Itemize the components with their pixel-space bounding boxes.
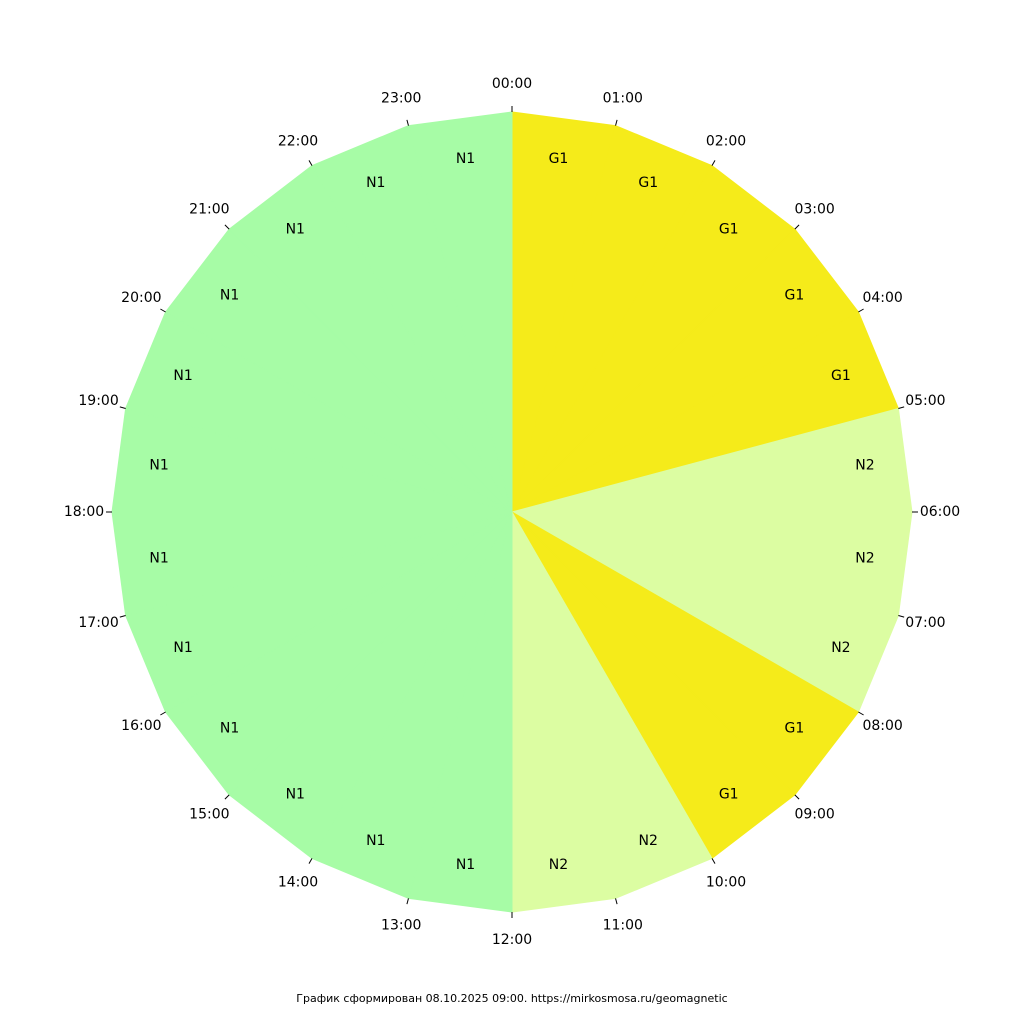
hour-tick [615, 898, 618, 905]
sector-23 [407, 111, 513, 513]
hour-tick [406, 119, 409, 126]
sector-level-label: N1 [456, 151, 475, 167]
hour-label: 17:00 [78, 615, 118, 631]
sector-level-label: N1 [149, 550, 168, 566]
hour-label: 20:00 [121, 290, 161, 306]
sector-level-label: N1 [456, 857, 475, 873]
hour-label: 13:00 [381, 917, 421, 933]
hour-tick [711, 858, 716, 864]
sector-level-label: N1 [173, 640, 192, 656]
hour-label: 00:00 [492, 76, 532, 92]
hour-label: 03:00 [794, 201, 834, 217]
sector-level-label: N1 [366, 175, 385, 191]
hour-label: 22:00 [278, 133, 318, 149]
hour-label: 12:00 [492, 932, 532, 948]
hour-label: 04:00 [862, 290, 902, 306]
sector-level-label: N2 [855, 458, 874, 474]
sector-level-label: N2 [831, 640, 850, 656]
sector-level-label: N1 [173, 368, 192, 384]
hour-tick [119, 406, 126, 409]
sector-level-label: N1 [220, 721, 239, 737]
hour-tick [794, 224, 800, 230]
sector-level-label: N1 [220, 287, 239, 303]
hour-tick [898, 615, 905, 618]
sector-level-label: N1 [286, 222, 305, 238]
hour-tick [406, 898, 409, 905]
hour-label: 07:00 [905, 615, 945, 631]
chart-footer: График сформирован 08.10.2025 09:00. htt… [296, 992, 728, 1005]
hour-tick [898, 406, 905, 409]
hour-label: 23:00 [381, 91, 421, 107]
sector-level-label: N2 [855, 550, 874, 566]
hour-tick [160, 308, 166, 313]
hour-label: 18:00 [64, 504, 104, 520]
hour-tick [858, 711, 864, 716]
sector-level-label: N2 [549, 857, 568, 873]
hour-label: 16:00 [121, 718, 161, 734]
sector-level-label: N1 [286, 786, 305, 802]
hour-tick [711, 160, 716, 166]
sector-level-label: G1 [785, 721, 805, 737]
hour-tick [615, 119, 618, 126]
sector-level-label: G1 [785, 287, 805, 303]
hour-label: 14:00 [278, 875, 318, 891]
sector-level-label: G1 [719, 786, 739, 802]
sector-level-label: G1 [719, 222, 739, 238]
sector-level-label: N1 [149, 458, 168, 474]
hour-tick [224, 224, 230, 230]
hour-label: 15:00 [189, 807, 229, 823]
hour-label: 10:00 [706, 875, 746, 891]
sector-level-label: G1 [549, 151, 569, 167]
hour-label: 11:00 [603, 917, 643, 933]
hour-label: 05:00 [905, 393, 945, 409]
sector-level-label: G1 [638, 175, 658, 191]
hour-tick [119, 615, 126, 618]
hour-label: 09:00 [794, 807, 834, 823]
hour-label: 21:00 [189, 201, 229, 217]
hour-tick [858, 308, 864, 313]
hour-label: 01:00 [603, 91, 643, 107]
hour-tick [794, 794, 800, 800]
hour-label: 02:00 [706, 133, 746, 149]
hour-tick [308, 858, 313, 864]
hour-label: 06:00 [920, 504, 960, 520]
hour-label: 08:00 [862, 718, 902, 734]
sector-level-label: G1 [831, 368, 851, 384]
hour-tick [308, 160, 313, 166]
sector-level-label: N1 [366, 833, 385, 849]
hour-label: 19:00 [78, 393, 118, 409]
hour-tick [160, 711, 166, 716]
hour-tick [224, 794, 230, 800]
sector-level-label: N2 [639, 833, 658, 849]
